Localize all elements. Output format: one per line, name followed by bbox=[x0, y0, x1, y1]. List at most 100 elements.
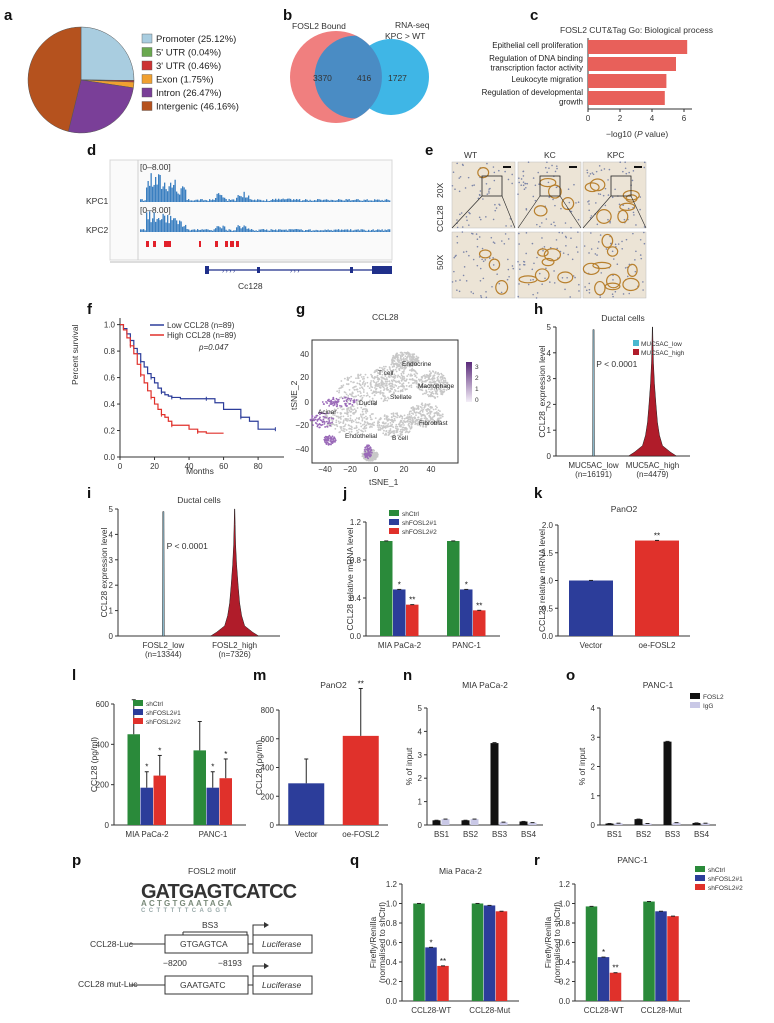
colorbar-tick: 1 bbox=[475, 386, 479, 393]
tsne-point bbox=[418, 424, 421, 426]
tsne-point bbox=[347, 407, 349, 410]
panel-letter-n: n bbox=[403, 667, 412, 684]
tsne-point bbox=[442, 381, 445, 383]
tsne-point bbox=[360, 425, 363, 428]
tsne-point bbox=[440, 386, 443, 389]
histo-nucleus bbox=[643, 161, 646, 164]
tsne-point bbox=[373, 377, 376, 380]
tsne-point bbox=[369, 416, 372, 419]
tsne-point bbox=[336, 411, 339, 414]
coverage-bar bbox=[200, 199, 202, 202]
coverage-bar bbox=[177, 224, 179, 232]
tsne-point bbox=[431, 381, 434, 384]
tsne-point bbox=[357, 394, 360, 397]
coverage-bar bbox=[215, 197, 217, 202]
coverage-bar bbox=[381, 229, 383, 232]
histo-nucleus bbox=[462, 251, 465, 253]
tsne-point-expressing bbox=[327, 436, 330, 438]
bar-1-0 bbox=[634, 819, 643, 825]
panel-letter-e: e bbox=[425, 142, 433, 159]
coverage-bar bbox=[312, 200, 314, 202]
histo-duct bbox=[594, 280, 606, 296]
tsne-point bbox=[394, 356, 397, 358]
survival-xtick-label: 20 bbox=[150, 462, 159, 471]
tsne-point bbox=[399, 420, 402, 422]
tsne-point bbox=[410, 360, 413, 363]
svg-text:› › ›: › › › bbox=[290, 269, 299, 275]
tsne-point bbox=[413, 416, 416, 419]
bar-1-1 bbox=[483, 905, 496, 1001]
tsne-point bbox=[437, 412, 440, 414]
tsne-point bbox=[396, 416, 398, 419]
coverage-bar bbox=[147, 180, 149, 202]
tsne-point bbox=[434, 392, 437, 395]
tsne-point bbox=[412, 420, 414, 423]
tsne-point bbox=[405, 420, 407, 423]
motif-title: FOSL2 motif bbox=[188, 866, 236, 876]
coverage-bar bbox=[234, 200, 236, 202]
coverage-bar bbox=[165, 222, 167, 232]
panel-letter-h: h bbox=[534, 301, 543, 318]
coverage-bar bbox=[372, 229, 374, 232]
tsne-point bbox=[397, 428, 400, 431]
significance-marker: ** bbox=[612, 964, 618, 973]
histo-nucleus bbox=[642, 289, 644, 291]
track-kpc2-signal bbox=[140, 211, 391, 232]
coverage-bar bbox=[345, 199, 347, 202]
histo-nucleus bbox=[539, 225, 541, 228]
tsne-point-expressing bbox=[367, 445, 370, 447]
tsne-point-expressing bbox=[334, 439, 337, 442]
tsne-point bbox=[361, 396, 364, 399]
coverage-bar bbox=[296, 229, 298, 232]
histo-duct bbox=[622, 277, 640, 292]
coverage-bar bbox=[249, 199, 251, 202]
coverage-bar bbox=[300, 200, 302, 202]
wt-site-box bbox=[164, 934, 249, 954]
tsne-point bbox=[409, 421, 412, 424]
wt-construct-label: CCL28-Luc bbox=[90, 939, 134, 949]
coverage-bar bbox=[389, 200, 391, 202]
tsne-point bbox=[414, 374, 417, 377]
tsne-point bbox=[434, 408, 437, 411]
tsne-point bbox=[421, 410, 424, 413]
tsne-point bbox=[361, 410, 364, 413]
tsne-point bbox=[374, 417, 377, 420]
tsne-point bbox=[430, 391, 433, 394]
bar-1-0 bbox=[342, 735, 379, 825]
zoom-box bbox=[539, 175, 561, 197]
coverage-bar bbox=[384, 199, 386, 202]
coverage-bar bbox=[350, 200, 352, 202]
histo-nucleus bbox=[458, 190, 461, 193]
tsne-point bbox=[348, 409, 351, 412]
panel-letter-a: a bbox=[4, 7, 13, 24]
bar-ytick-label: 200 bbox=[96, 781, 110, 790]
histo-nucleus bbox=[531, 242, 534, 245]
tsne-point bbox=[430, 410, 433, 413]
histo-nucleus bbox=[472, 233, 474, 235]
histo-nucleus bbox=[604, 187, 607, 190]
coverage-bar bbox=[230, 200, 232, 202]
tsne-point bbox=[338, 396, 341, 399]
tsne-point bbox=[383, 418, 386, 420]
histo-nucleus bbox=[532, 278, 534, 281]
tsne-point-expressing bbox=[326, 422, 329, 425]
tsne-point bbox=[411, 422, 414, 425]
violin-ytick-label: 2 bbox=[109, 581, 114, 590]
bar-ytick-label: 800 bbox=[261, 706, 275, 715]
histo-nucleus bbox=[536, 292, 539, 294]
bar-category-label: BS1 bbox=[607, 830, 623, 839]
tsne-point-expressing bbox=[317, 418, 320, 421]
bar-ytick-label: 1.2 bbox=[386, 880, 398, 889]
tsne-point bbox=[352, 395, 355, 398]
coverage-bar bbox=[153, 184, 155, 202]
histo-nucleus bbox=[541, 283, 543, 285]
histo-nucleus bbox=[507, 238, 510, 240]
tsne-point bbox=[340, 396, 343, 399]
histo-nucleus bbox=[611, 250, 614, 253]
bar-chart-r-luciferase: 0.00.20.40.60.81.01.2PANC-1Firefly/Renil… bbox=[543, 855, 743, 1015]
tsne-colorbar bbox=[466, 362, 472, 402]
tsne-point bbox=[445, 389, 448, 391]
coverage-bar bbox=[260, 199, 262, 202]
histo-duct bbox=[582, 262, 600, 276]
coverage-bar bbox=[230, 229, 232, 232]
